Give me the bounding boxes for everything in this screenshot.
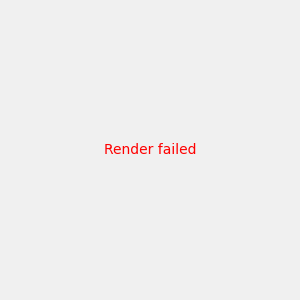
Text: Render failed: Render failed — [104, 143, 196, 157]
